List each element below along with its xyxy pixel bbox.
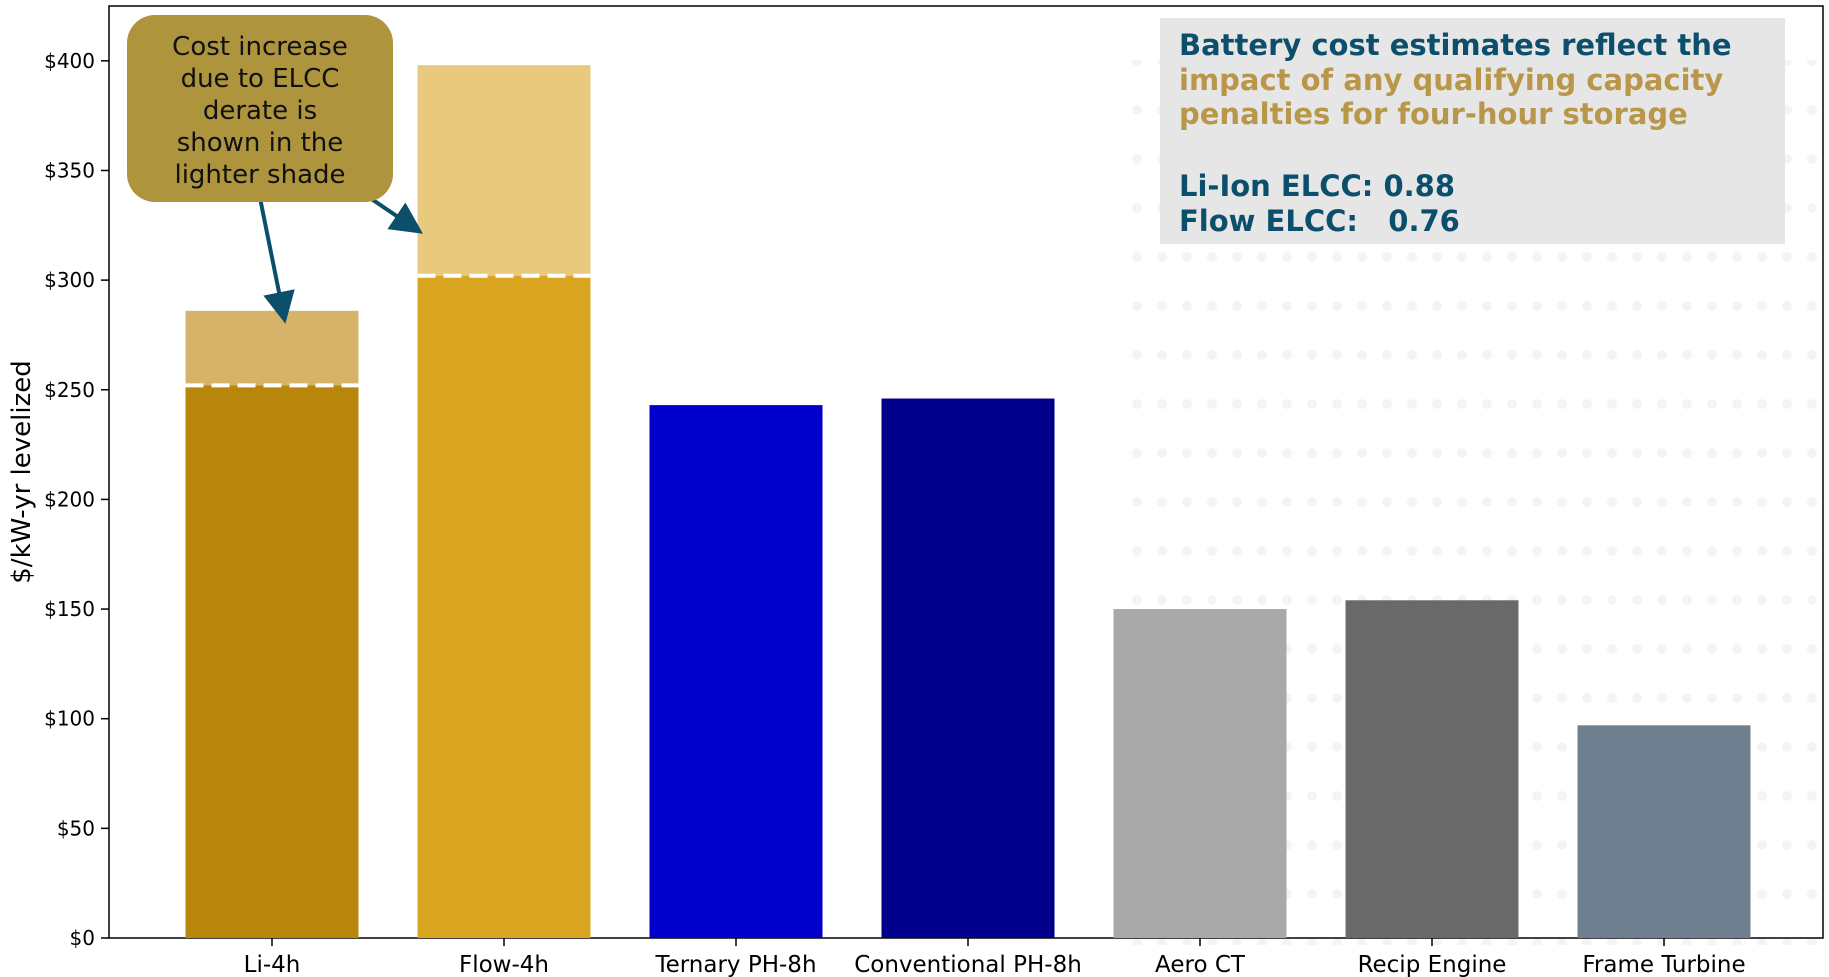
- y-tick-label: $100: [44, 707, 95, 731]
- info-elcc-li-ion: Li-Ion ELCC: 0.88: [1179, 169, 1455, 203]
- x-tick-label: Recip Engine: [1358, 952, 1507, 977]
- y-ticks: $0 $50 $100 $150 $200 $250 $300 $350 $400: [44, 49, 109, 950]
- x-tick-label: Aero CT: [1155, 952, 1246, 977]
- y-tick-label: $200: [44, 487, 95, 511]
- y-tick-label: $0: [70, 926, 95, 950]
- y-tick-label: $400: [44, 49, 95, 73]
- callout-line-1: Cost increase: [172, 32, 348, 62]
- x-tick-label: Flow-4h: [459, 952, 549, 977]
- callout-line-3: derate is: [203, 96, 317, 126]
- y-tick-label: $350: [44, 158, 95, 182]
- info-box-background: [1160, 18, 1785, 244]
- bar: [1577, 725, 1751, 938]
- callout-line-5: lighter shade: [174, 160, 345, 190]
- bar-derate-segment: [417, 65, 591, 276]
- callout-line-2: due to ELCC: [181, 64, 340, 94]
- info-headline-1: Battery cost estimates reflect the: [1179, 28, 1732, 62]
- bar: [1113, 609, 1287, 938]
- y-tick-label: $250: [44, 378, 95, 402]
- y-axis-label: $/kW-yr levelized: [7, 360, 37, 583]
- x-tick-label: Frame Turbine: [1582, 952, 1745, 977]
- callout-box: [127, 15, 393, 202]
- bar: [881, 398, 1055, 938]
- callout-arrow-flow: [368, 196, 423, 234]
- x-ticks: Li-4h Flow-4h Ternary PH-8h Conventional PH…: [244, 938, 1746, 977]
- bar-derate-segment: [185, 310, 359, 386]
- x-tick-label: Conventional PH-8h: [854, 952, 1082, 977]
- bar: [1345, 600, 1519, 938]
- callout-line-4: shown in the: [177, 128, 344, 158]
- x-tick-label: Li-4h: [244, 952, 301, 977]
- bar-base-segment: [185, 385, 359, 939]
- info-elcc-flow: Flow ELCC: 0.76: [1179, 204, 1460, 238]
- x-tick-label: Ternary PH-8h: [654, 952, 816, 977]
- bars: [185, 65, 1751, 939]
- info-box: Battery cost estimates reflect the impac…: [1160, 18, 1785, 244]
- y-tick-label: $50: [57, 816, 95, 840]
- bar: [649, 405, 823, 938]
- callout-arrow-li: [258, 197, 295, 324]
- y-tick-label: $300: [44, 268, 95, 292]
- info-headline-3: penalties for four-hour storage: [1179, 97, 1688, 131]
- bar-base-segment: [417, 275, 591, 938]
- callout: Cost increase due to ELCC derate is show…: [127, 15, 423, 324]
- info-headline-2: impact of any qualifying capacity: [1179, 63, 1723, 97]
- y-tick-label: $150: [44, 597, 95, 621]
